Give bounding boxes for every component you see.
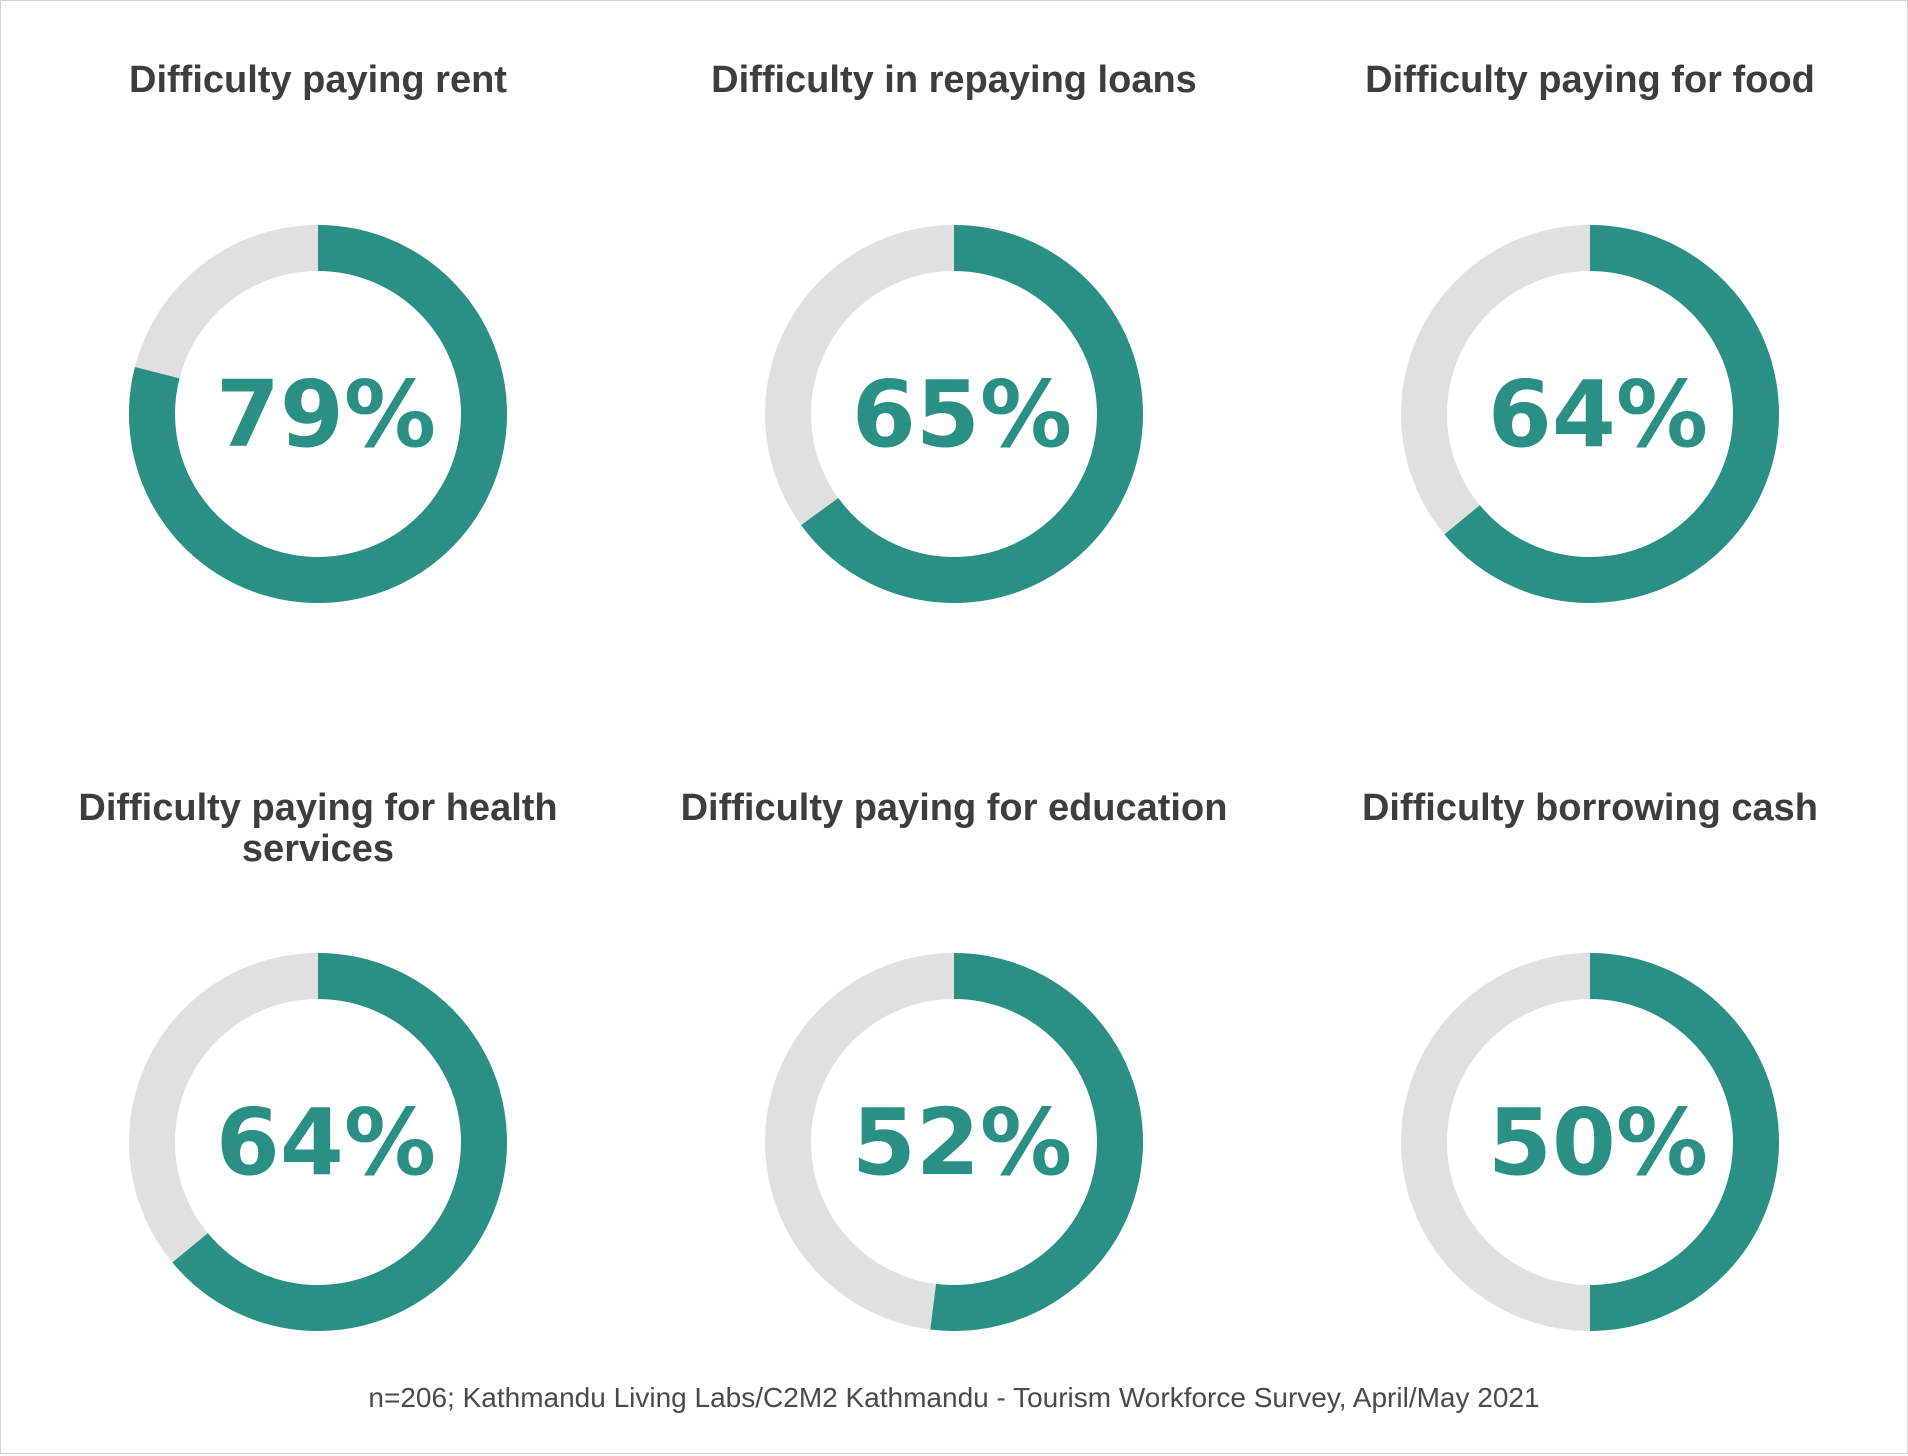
donut-value-arc [172, 953, 507, 1331]
donut-panel: Difficulty paying rent 79% [0, 0, 636, 728]
donut-percent-label: 65% [852, 361, 1072, 468]
donut-value-arc [1444, 225, 1779, 603]
donut-title: Difficulty paying for education [680, 787, 1228, 829]
donut-panel: Difficulty borrowing cash 50% [1272, 728, 1908, 1456]
donut-percent-label: 64% [1488, 361, 1708, 468]
donut-percent-label: 52% [852, 1089, 1072, 1196]
donut-value-arc [801, 225, 1143, 603]
donut-chart: 64% [1401, 225, 1779, 603]
donut-value-arc [1589, 953, 1779, 1331]
donut-chart: 79% [129, 225, 507, 603]
source-note: n=206; Kathmandu Living Labs/C2M2 Kathma… [368, 1382, 1540, 1413]
donut-title: Difficulty paying for health services [78, 787, 558, 870]
donut-title: Difficulty in repaying loans [711, 59, 1197, 101]
donut-panel: Difficulty paying for health services 64% [0, 728, 636, 1456]
donut-chart: 50% [1401, 953, 1779, 1331]
donut-panel: Difficulty in repaying loans 65% [636, 0, 1272, 728]
donut-panel: Difficulty paying for food 64% [1272, 0, 1908, 728]
donut-title: Difficulty paying for food [1365, 59, 1815, 101]
donut-value-arc [129, 225, 507, 603]
donut-value-arc [930, 953, 1143, 1331]
donut-chart: 52% [765, 953, 1143, 1331]
donut-chart: 64% [129, 953, 507, 1331]
donut-chart: 65% [765, 225, 1143, 603]
donut-title: Difficulty paying rent [129, 59, 507, 101]
donut-percent-label: 64% [216, 1089, 436, 1196]
donut-title: Difficulty borrowing cash [1361, 787, 1819, 829]
donut-percent-label: 79% [216, 361, 436, 468]
donut-panel: Difficulty paying for education 52% [636, 728, 1272, 1456]
donut-percent-label: 50% [1488, 1089, 1708, 1196]
